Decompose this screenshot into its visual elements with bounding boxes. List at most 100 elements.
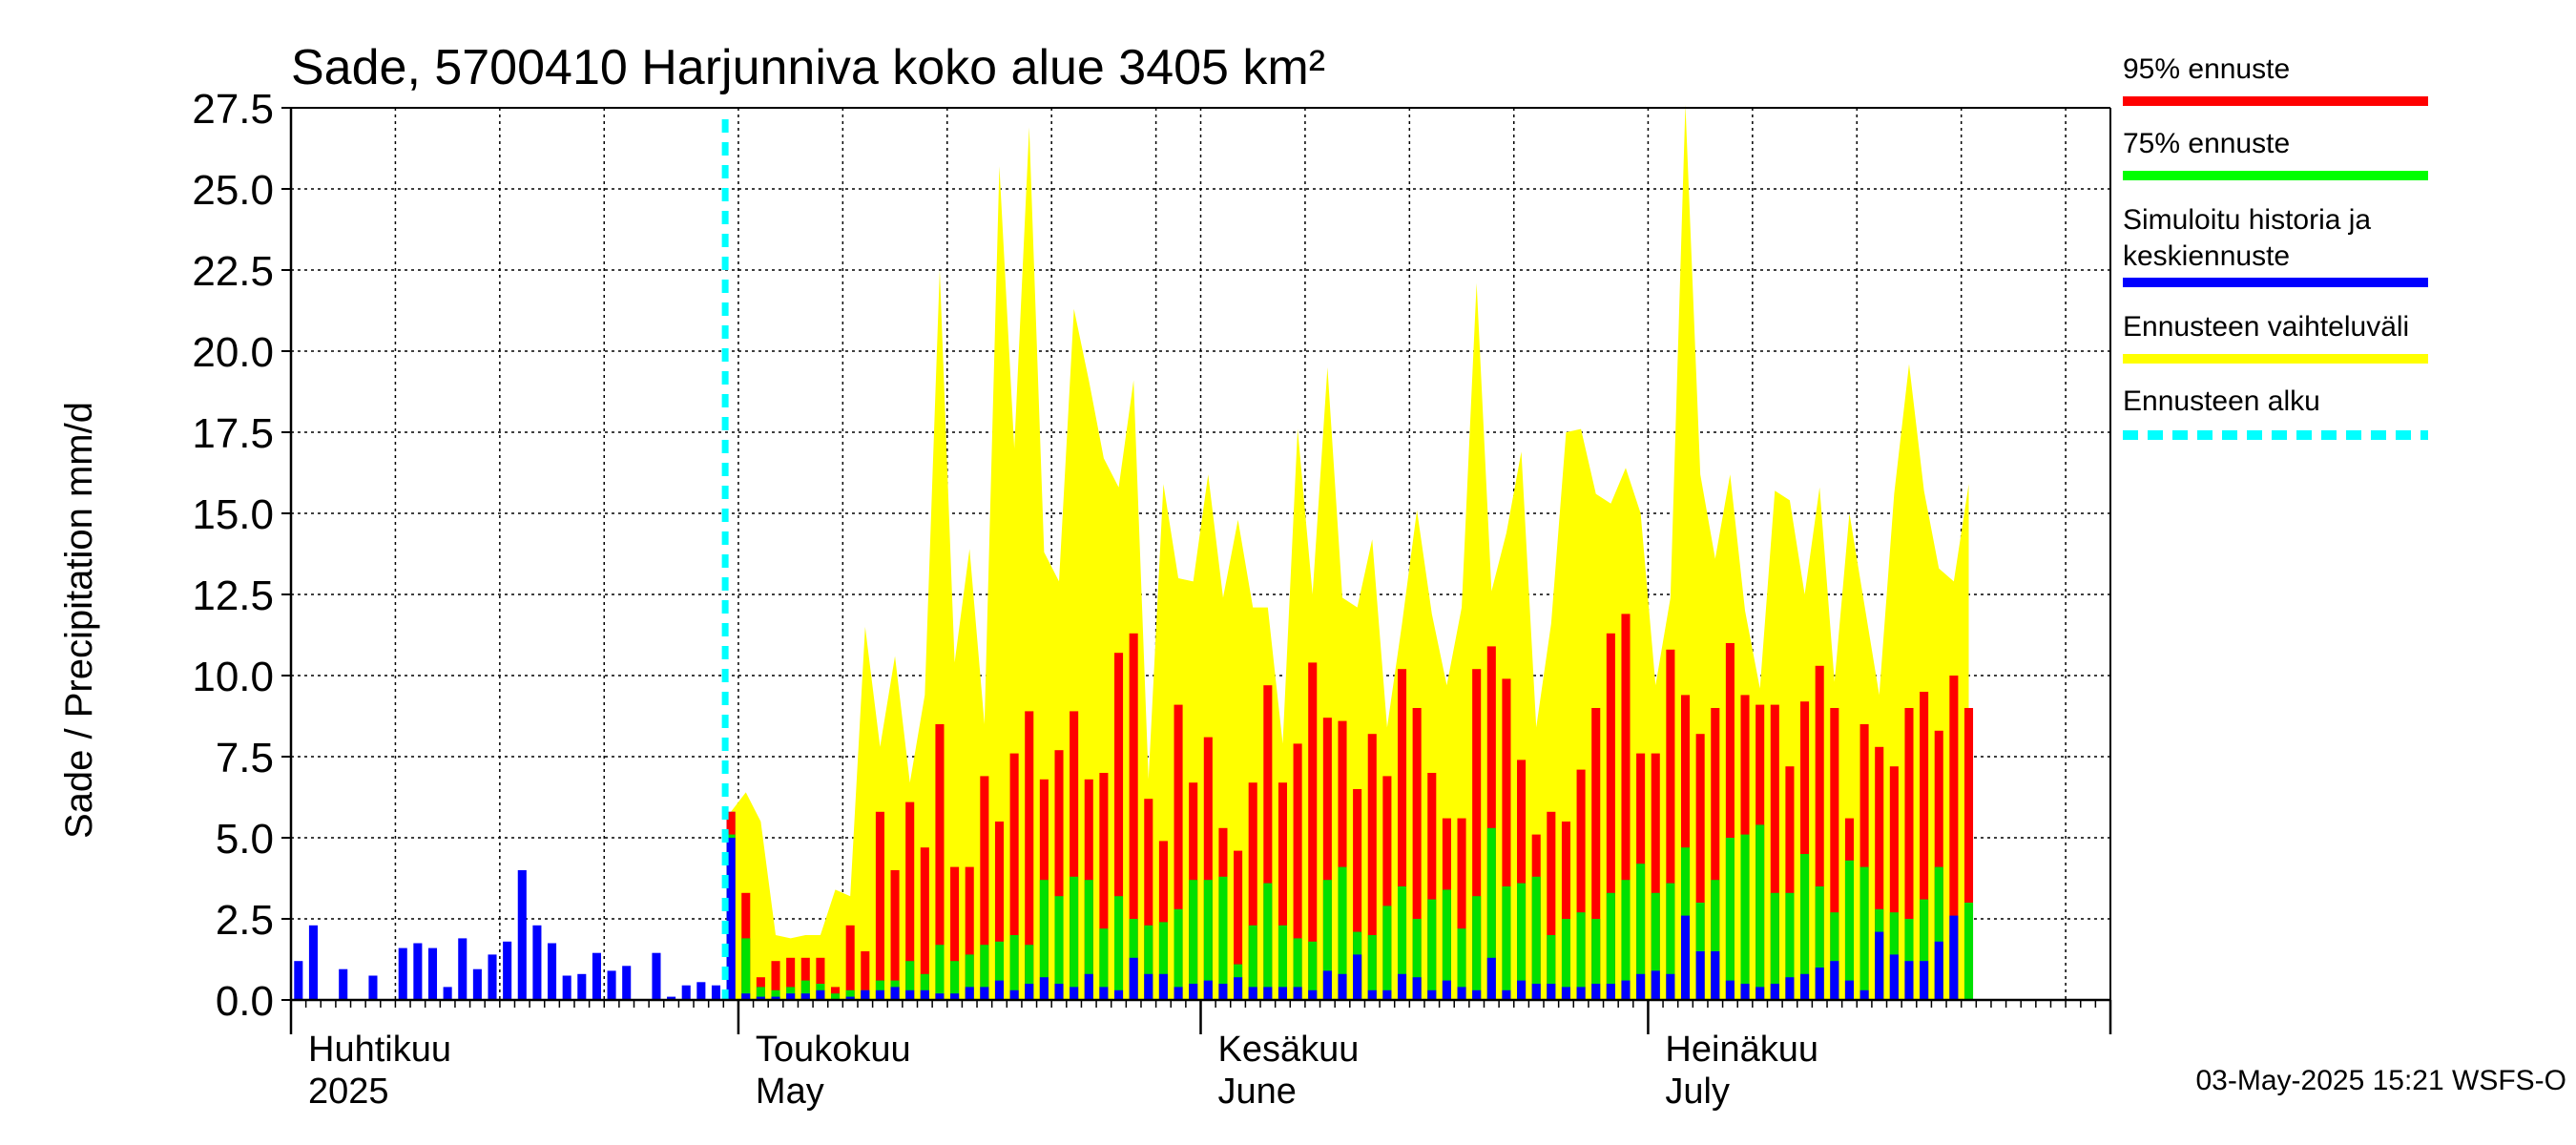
mean-bar [756, 996, 765, 1000]
y-tick-label: 7.5 [216, 735, 274, 781]
forecast-range-polygon [731, 104, 1969, 1001]
p95-bar [1561, 822, 1570, 1000]
mean-bar [1367, 989, 1377, 1000]
mean-bar [1158, 973, 1168, 1000]
mean-bar [1711, 951, 1720, 1000]
p75-bar [1293, 938, 1302, 1000]
mean-bar [1934, 941, 1943, 1000]
mean-bar [1576, 987, 1586, 1000]
history-bar [398, 947, 407, 1000]
mean-bar [1486, 957, 1496, 1000]
history-bar [532, 925, 542, 1000]
p75-bar [1711, 880, 1720, 1000]
p75-bar [980, 945, 989, 1000]
p75-bar [1815, 886, 1824, 1000]
bars [294, 119, 1974, 1000]
p75-bar [1174, 908, 1183, 1000]
mean-bar [1174, 987, 1183, 1000]
timestamp-footer: 03-May-2025 15:21 WSFS-O [2196, 1065, 2567, 1096]
p95-bar [1070, 711, 1079, 1000]
p95-bar [861, 951, 870, 1000]
mean-bar [950, 993, 960, 1000]
p95-bar [1263, 685, 1273, 1000]
p95-bar [1054, 750, 1064, 1000]
p95-bar [935, 724, 945, 1000]
legend-label: 75% ennuste [2123, 128, 2290, 159]
y-tick-label: 15.0 [192, 491, 274, 538]
mean-bar [1755, 987, 1765, 1000]
mean-bar [800, 993, 810, 1000]
p75-bar [905, 961, 915, 1000]
p75-bar [1070, 876, 1079, 1000]
mean-bar [980, 987, 989, 1000]
mean-bar [1725, 980, 1735, 1000]
legend-label: 95% ennuste [2123, 53, 2290, 85]
mean-bar [1278, 987, 1288, 1000]
p95-bar [920, 847, 929, 1000]
p75-bar [1099, 928, 1109, 1000]
p75-bar [1531, 876, 1541, 1000]
history-bar [517, 870, 527, 1000]
mean-bar [1189, 984, 1198, 1000]
history-bar [488, 954, 497, 1000]
p95-bar [1129, 633, 1138, 1000]
mean-bar [1606, 984, 1615, 1000]
month-label-fi: Toukokuu [756, 1030, 911, 1070]
mean-bar [1904, 961, 1914, 1000]
mean-bar [1770, 984, 1779, 1000]
y-axis-label: Sade / Precipitation mm/d [58, 402, 100, 839]
p95-bar [1278, 782, 1288, 1000]
p75-bar [1338, 866, 1347, 1000]
mean-bar [920, 989, 929, 1000]
history-bar [427, 947, 438, 1000]
p75-bar [1025, 945, 1034, 1000]
p75-bar [1547, 935, 1556, 1000]
p75-bar [1800, 854, 1810, 1000]
p75-bar [1561, 919, 1570, 1000]
p95-bar [1920, 692, 1929, 1000]
mean-bar [1457, 987, 1466, 1000]
p75-bar [1785, 892, 1795, 1000]
p95-bar [1949, 676, 1959, 1000]
p75-bar [1113, 896, 1124, 1000]
mean-bar [1472, 989, 1482, 1000]
p95-bar [1651, 753, 1660, 1000]
mean-bar [1889, 954, 1899, 1000]
mean-bar [1815, 968, 1824, 1000]
p75-bar [1517, 883, 1527, 1000]
p75-bar [1636, 864, 1646, 1000]
p95-bar [1397, 669, 1407, 1000]
p95-bar [1025, 711, 1034, 1000]
mean-bar [1099, 987, 1109, 1000]
history-bar [443, 987, 452, 1000]
p75-bar [1830, 912, 1839, 1000]
history-bar [339, 968, 348, 1000]
month-label-en: July [1665, 1072, 1730, 1112]
p95-bar [1144, 799, 1153, 1000]
p95-bar [1427, 773, 1437, 1000]
mean-bar [1442, 980, 1451, 1000]
mean-bar [1218, 984, 1228, 1000]
p95-bar [1248, 782, 1257, 1000]
mean-bar [1531, 984, 1541, 1000]
p95-bar [905, 802, 915, 1000]
p95-bar [965, 866, 974, 1000]
mean-bar [1308, 989, 1318, 1000]
axes: 0.0 2.5 5.0 7.5 10.0 12.5 15.0 17.5 20.0 22.5 25.0… [192, 86, 2112, 1112]
p95-bar [1830, 708, 1839, 1000]
p95-bar [1889, 766, 1899, 1000]
p95-bar [1725, 643, 1735, 1000]
p75-bar [756, 987, 765, 1000]
mean-bar [1248, 987, 1257, 1000]
mean-bar [905, 989, 915, 1000]
mean-bar [1502, 989, 1511, 1000]
mean-bar [1338, 973, 1347, 1000]
history-bar [592, 952, 601, 1000]
p75-bar [1472, 896, 1482, 1000]
p95-bar [1875, 746, 1884, 1000]
month-label-fi: Kesäkuu [1218, 1030, 1360, 1070]
p95-bar [1203, 737, 1213, 1000]
mean-bar [1740, 984, 1750, 1000]
history-bar [696, 982, 706, 1000]
p95-bar [980, 776, 989, 1000]
